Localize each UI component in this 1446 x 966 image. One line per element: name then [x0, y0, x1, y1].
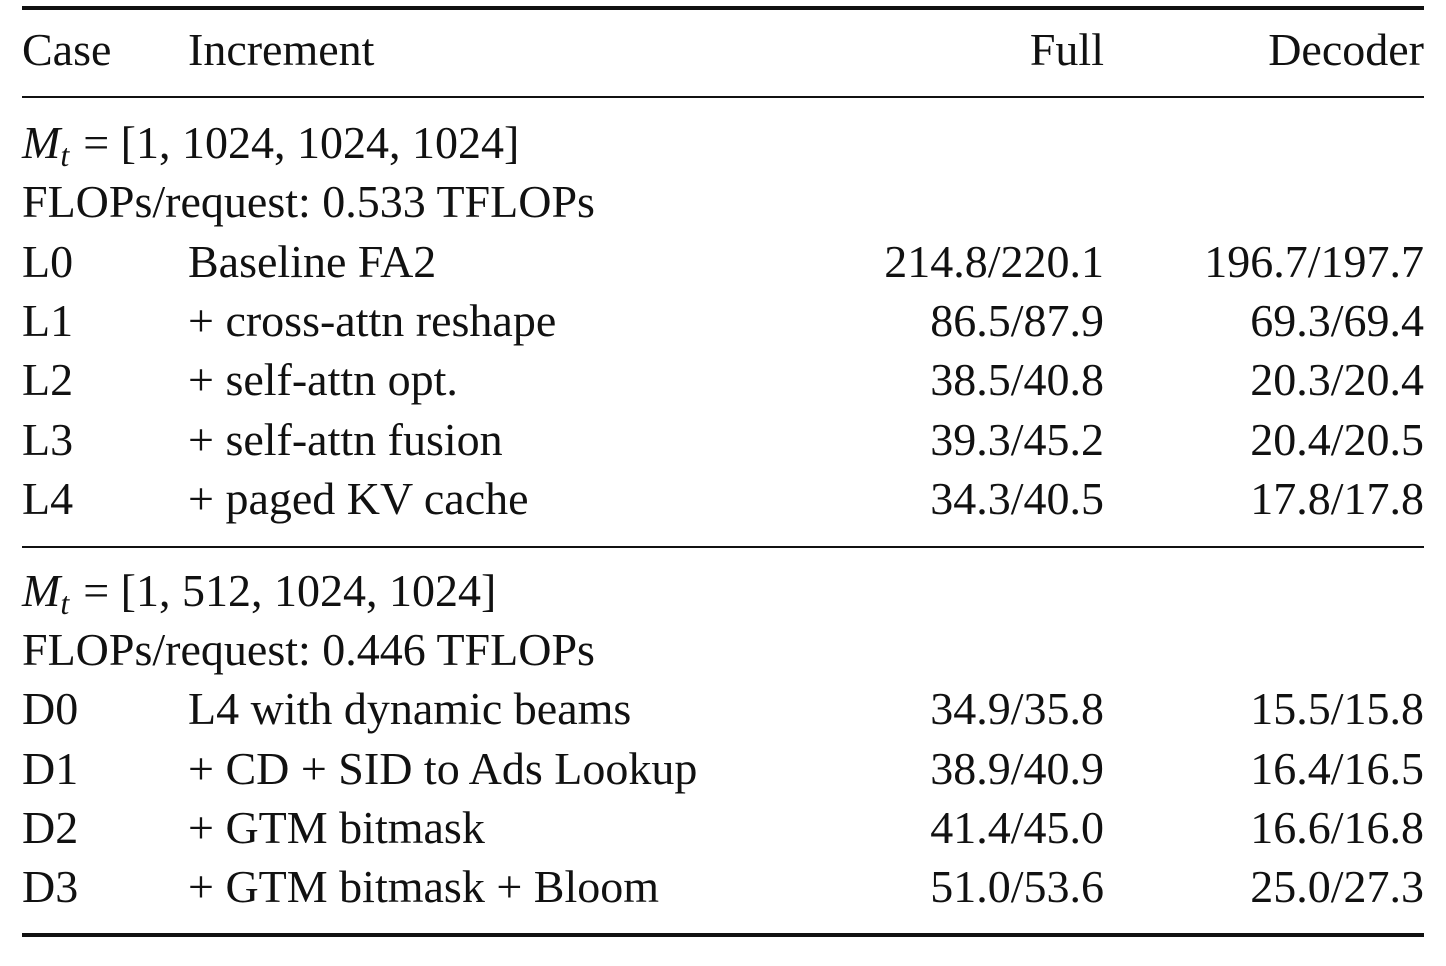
case: D3: [22, 861, 79, 913]
decoder-value: 15.5/15.8: [1250, 683, 1424, 735]
column-header: Case: [22, 24, 112, 75]
case: D2: [22, 802, 79, 853]
math-expression: = [1, 512, 1024, 1024]: [83, 564, 497, 616]
math-symbol: M: [22, 117, 61, 168]
decoder-value: 17.8/17.8: [1250, 472, 1424, 524]
column-header: Full: [1029, 24, 1104, 75]
increment: + paged KV cache: [188, 472, 529, 524]
case: L1: [22, 294, 74, 346]
math-subscript: t: [60, 584, 70, 621]
decoder-value: 20.4/20.5: [1250, 413, 1424, 465]
increment: + GTM bitmask + Bloom: [188, 861, 660, 913]
increment: Baseline FA2: [188, 235, 437, 287]
decoder-value: 16.4/16.5: [1250, 742, 1424, 794]
section-label: Mt = [1, 512, 1024, 1024]: [22, 561, 496, 621]
full-value: 39.3/45.2: [930, 413, 1104, 465]
increment: + self-attn fusion: [188, 413, 503, 465]
table-rule: [22, 6, 1424, 10]
decoder-value: 16.6/16.8: [1250, 802, 1424, 853]
section-flops: FLOPs/request: 0.533 TFLOPs: [22, 176, 595, 228]
increment: + self-attn opt.: [188, 354, 458, 406]
full-value: 38.5/40.8: [930, 354, 1104, 406]
case: D1: [22, 742, 79, 794]
decoder-value: 69.3/69.4: [1250, 294, 1424, 346]
full-value: 41.4/45.0: [930, 802, 1104, 853]
table-rule: [22, 933, 1424, 938]
table-rule: [22, 96, 1424, 98]
column-header: Increment: [188, 24, 375, 75]
case: L3: [22, 413, 74, 465]
increment: L4 with dynamic beams: [188, 683, 632, 735]
full-value: 51.0/53.6: [930, 861, 1104, 913]
case: L4: [22, 472, 74, 524]
full-value: 214.8/220.1: [884, 235, 1104, 287]
math-expression: = [1, 1024, 1024, 1024]: [83, 117, 520, 168]
increment: + GTM bitmask: [188, 802, 485, 853]
decoder-value: 20.3/20.4: [1250, 354, 1424, 406]
table-rule: [22, 545, 1424, 548]
case: D0: [22, 683, 79, 735]
full-value: 38.9/40.9: [930, 742, 1104, 794]
case: L0: [22, 235, 74, 287]
section-flops: FLOPs/request: 0.446 TFLOPs: [22, 624, 595, 676]
full-value: 86.5/87.9: [930, 294, 1104, 346]
full-value: 34.3/40.5: [930, 472, 1104, 524]
decoder-value: 25.0/27.3: [1250, 861, 1424, 913]
column-header: Decoder: [1268, 24, 1424, 75]
decoder-value: 196.7/197.7: [1204, 235, 1424, 287]
full-value: 34.9/35.8: [930, 683, 1104, 735]
increment: + cross-attn reshape: [188, 294, 557, 346]
math-subscript: t: [60, 137, 70, 173]
math-symbol: M: [22, 564, 61, 616]
case: L2: [22, 354, 74, 406]
increment: + CD + SID to Ads Lookup: [188, 742, 698, 794]
section-label: Mt = [1, 1024, 1024, 1024]: [22, 113, 519, 173]
